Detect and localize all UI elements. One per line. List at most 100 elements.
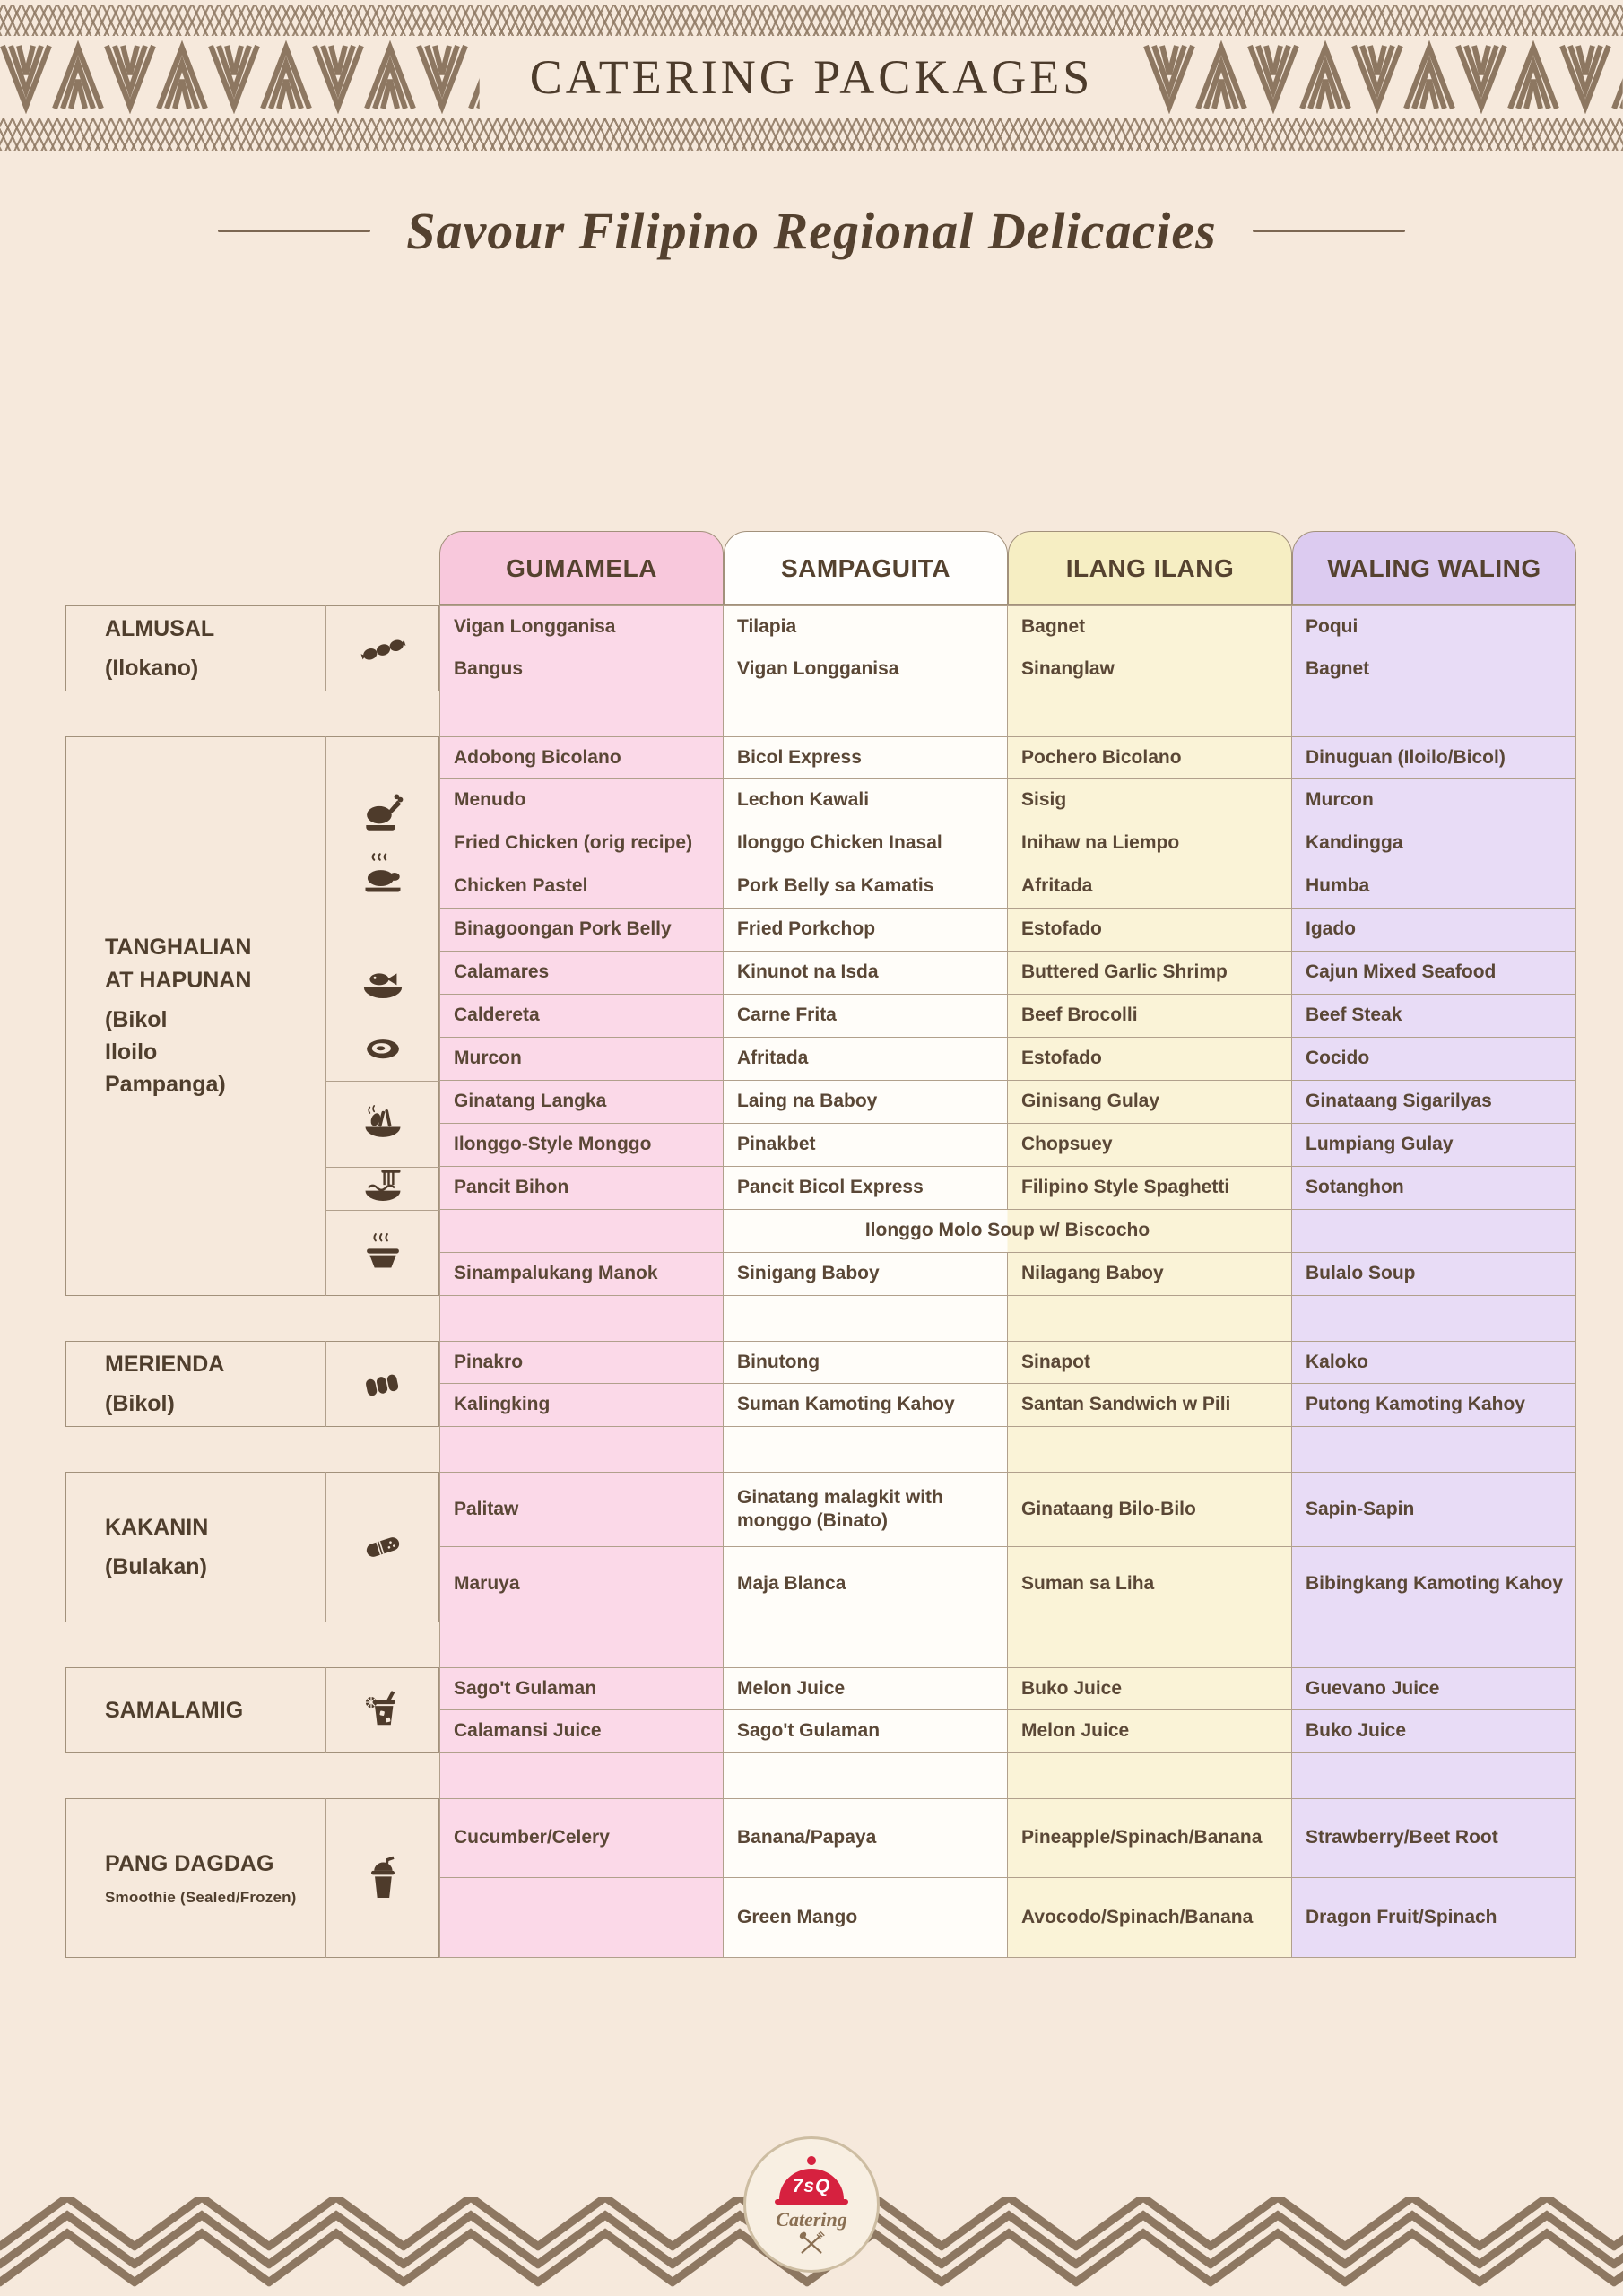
group-pang-dagdag: PANG DAGDAG Smoothie (Sealed/Frozen) Cucum… — [65, 1798, 1576, 1958]
menu-item-label: Bibingkang Kamoting Kahoy — [1306, 1573, 1564, 1595]
group-sublabel: (Bulakan) — [105, 1554, 207, 1579]
menu-item-label: Afritada — [737, 1048, 809, 1069]
menu-item-cell: Calamansi Juice — [439, 1710, 724, 1753]
menu-item-label: Buko Juice — [1021, 1677, 1123, 1699]
package-header-row: GUMAMELA SAMPAGUITA ILANG ILANG WALING WALI… — [65, 531, 1576, 605]
menu-item-label: Kalingking — [454, 1394, 551, 1415]
menu-item-cell: Pancit Bicol Express — [724, 1167, 1008, 1210]
cold-drink-icon — [360, 1687, 406, 1734]
menu-item-label: Vigan Longganisa — [737, 658, 899, 680]
menu-item-label: Cajun Mixed Seafood — [1306, 961, 1497, 983]
menu-item-cell: Santan Sandwich w Pili — [1008, 1384, 1292, 1427]
page-title: CATERING PACKAGES — [529, 50, 1094, 104]
menu-item-label: Binagoongan Pork Belly — [454, 918, 672, 940]
menu-item-cell: Putong Kamoting Kahoy — [1292, 1384, 1576, 1427]
group-sublabel: Smoothie (Sealed/Frozen) — [105, 1888, 297, 1906]
menu-item-cell: Kandingga — [1292, 822, 1576, 865]
logo-monogram: 7sQ — [792, 2176, 831, 2196]
menu-item-cell: Maruya — [439, 1547, 724, 1622]
category-icon-cell — [326, 1341, 439, 1427]
menu-item-label: Poqui — [1306, 615, 1358, 637]
category-icon-cell — [326, 1210, 439, 1296]
menu-item-cell: Estofado — [1008, 909, 1292, 952]
menu-item-label: Ginatang Langka — [454, 1091, 607, 1112]
group-sublabel: (Bikol Iloilo Pampanga) — [105, 1006, 226, 1098]
menu-item-label: Lumpiang Gulay — [1306, 1134, 1454, 1155]
menu-item-cell: Lumpiang Gulay — [1292, 1124, 1576, 1167]
menu-item-label: Buko Juice — [1306, 1720, 1407, 1742]
spacer-band — [439, 1427, 724, 1472]
menu-item-label: Estofado — [1021, 918, 1102, 940]
menu-item-label: Calamares — [454, 961, 550, 983]
spacer-band — [1008, 1622, 1292, 1667]
menu-item-label: Lechon Kawali — [737, 789, 870, 811]
spacer-row — [65, 1753, 1576, 1798]
menu-item-label: Murcon — [1306, 789, 1374, 811]
menu-item-label: Ilonggo-Style Monggo — [454, 1134, 652, 1155]
package-header-gumamela: GUMAMELA — [439, 531, 724, 605]
spacer-band — [1292, 1296, 1576, 1341]
group-label-almusal: ALMUSAL (Ilokano) — [65, 605, 326, 691]
menu-item-cell: Dinuguan (Iloilo/Bicol) — [1292, 736, 1576, 779]
menu-item-cell: Calamares — [439, 952, 724, 995]
subtitle-block: Savour Filipino Regional Delicacies — [0, 201, 1623, 261]
spacer-band — [439, 1622, 724, 1667]
menu-item-cell: Buko Juice — [1292, 1710, 1576, 1753]
menu-item-label: Kinunot na Isda — [737, 961, 879, 983]
menu-item-label: Filipino Style Spaghetti — [1021, 1177, 1230, 1198]
menu-item-label: Bicol Express — [737, 746, 862, 768]
vegetable-bowl-icon — [360, 1101, 406, 1148]
menu-item-label: Beef Steak — [1306, 1004, 1402, 1026]
spacer-band — [1008, 691, 1292, 736]
category-icon-cell — [326, 1798, 439, 1958]
menu-item-label: Bagnet — [1306, 658, 1370, 680]
spacer-band — [1292, 1753, 1576, 1798]
menu-item-label: Melon Juice — [737, 1677, 846, 1699]
category-icon-cell — [326, 1081, 439, 1167]
menu-item-cell: Humba — [1292, 865, 1576, 909]
menu-item-cell: Sotanghon — [1292, 1167, 1576, 1210]
menu-item-cell: Avocodo/Spinach/Banana — [1008, 1878, 1292, 1958]
crosshatch-band-top — [0, 5, 1623, 36]
menu-item-cell: Igado — [1292, 909, 1576, 952]
menu-item-cell: Suman Kamoting Kahoy — [724, 1384, 1008, 1427]
menu-item-label: Maja Blanca — [737, 1573, 846, 1595]
menu-item-label: Green Mango — [737, 1906, 858, 1927]
menu-item-cell: Adobong Bicolano — [439, 736, 724, 779]
group-label-merienda: MERIENDA (Bikol) — [65, 1341, 326, 1427]
menu-item-label: Chopsuey — [1021, 1134, 1113, 1155]
longganisa-icon — [360, 625, 406, 672]
menu-item-cell: Kalingking — [439, 1384, 724, 1427]
menu-item-cell: Nilagang Baboy — [1008, 1253, 1292, 1296]
menu-item-label: Bangus — [454, 658, 524, 680]
menu-item-cell: Vigan Longganisa — [724, 648, 1008, 691]
spacer-band — [439, 1753, 724, 1798]
menu-item-label: Adobong Bicolano — [454, 746, 621, 768]
menu-item-cell: Strawberry/Beet Root — [1292, 1798, 1576, 1878]
group-label-pang-dagdag: PANG DAGDAG Smoothie (Sealed/Frozen) — [65, 1798, 326, 1958]
menu-item-label: Pineapple/Spinach/Banana — [1021, 1827, 1263, 1848]
menu-item-cell: Bangus — [439, 648, 724, 691]
menu-item-label: Palitaw — [454, 1498, 519, 1519]
menu-item-label: Caldereta — [454, 1004, 540, 1026]
menu-item-label: Ginisang Gulay — [1021, 1091, 1160, 1112]
menu-item-cell: Poqui — [1292, 605, 1576, 648]
menu-item-label: Ilonggo Chicken Inasal — [737, 832, 942, 854]
spacer-band — [724, 691, 1008, 736]
menu-item-cell: Chicken Pastel — [439, 865, 724, 909]
menu-item-cell: Maja Blanca — [724, 1547, 1008, 1622]
menu-item-cell: Vigan Longganisa — [439, 605, 724, 648]
category-icon-cell — [326, 1167, 439, 1210]
menu-item-label: Pancit Bicol Express — [737, 1177, 924, 1198]
menu-item-cell: Ginataang Sigarilyas — [1292, 1081, 1576, 1124]
seafood-bowl-icon — [360, 963, 406, 1010]
package-header-ilang-ilang: ILANG ILANG — [1008, 531, 1292, 605]
subtitle-rule-left — [218, 230, 371, 232]
group-title: MERIENDA — [105, 1351, 225, 1377]
crosshatch-band-bottom — [0, 118, 1623, 151]
menu-item-label: Pinakro — [454, 1351, 524, 1372]
category-icon-cell — [326, 952, 439, 1081]
menu-item-cell: Cajun Mixed Seafood — [1292, 952, 1576, 995]
menu-item-cell: Pineapple/Spinach/Banana — [1008, 1798, 1292, 1878]
menu-item-cell: Kaloko — [1292, 1341, 1576, 1384]
